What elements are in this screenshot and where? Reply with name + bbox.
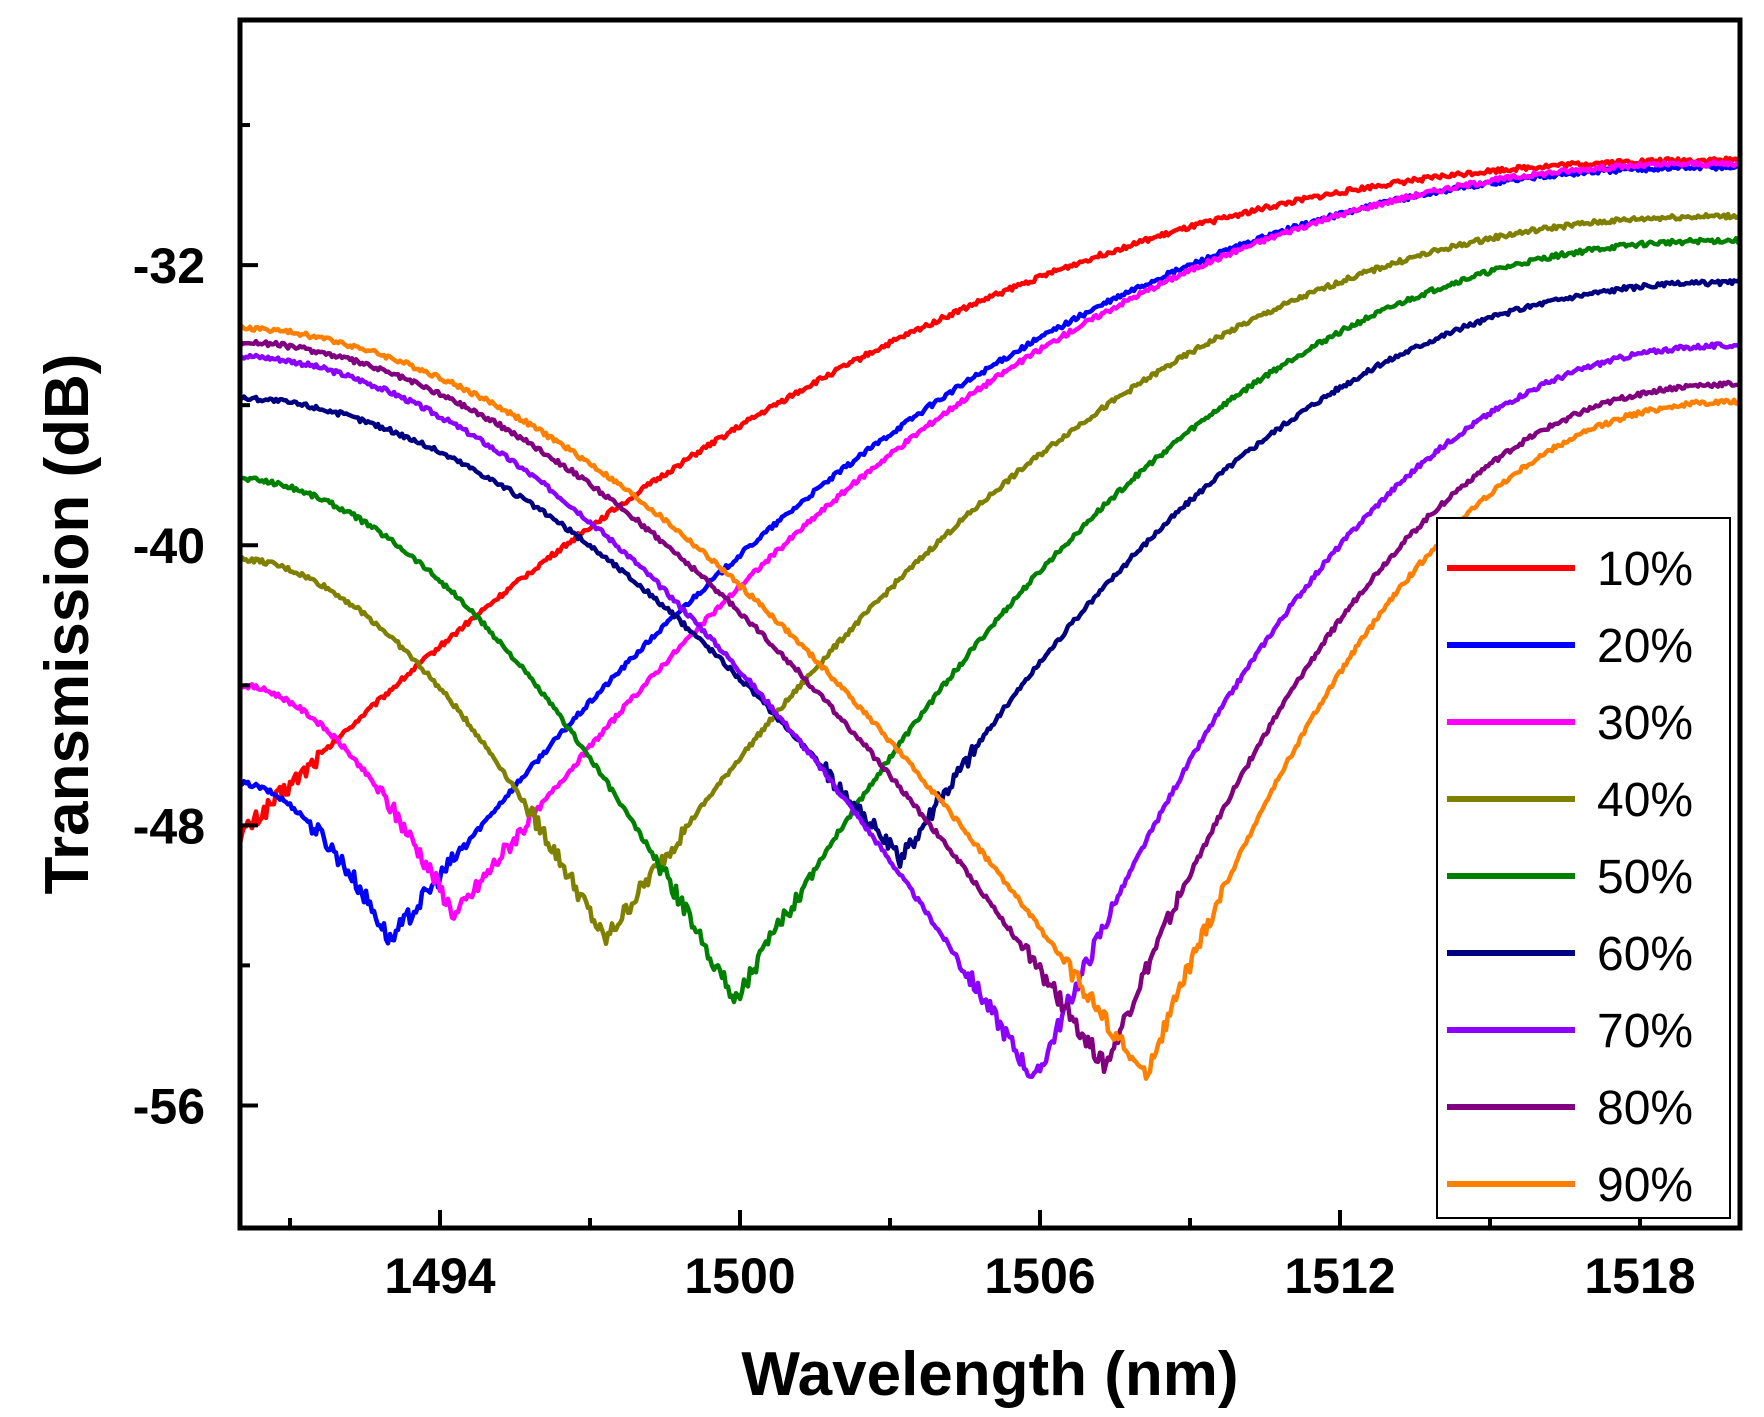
legend-label: 90% <box>1597 1159 1693 1212</box>
y-axis-title: Transmission (dB) <box>33 354 102 895</box>
legend-label: 80% <box>1597 1082 1693 1135</box>
y-tick-label: -40 <box>133 518 205 574</box>
legend: 10% 20% 30% 40% 50% 60% 70% 80% 90% <box>1436 517 1731 1219</box>
legend-label: 30% <box>1597 697 1693 750</box>
x-tick-label: 1512 <box>1284 1248 1395 1304</box>
y-tick-label: -48 <box>133 798 205 854</box>
legend-label: 60% <box>1597 928 1693 981</box>
x-tick-label: 1506 <box>984 1248 1095 1304</box>
series-line-50pct <box>238 236 1742 1005</box>
x-tick-label: 1518 <box>1584 1248 1695 1304</box>
legend-label: 20% <box>1597 620 1693 673</box>
x-axis-title: Wavelength (nm) <box>741 1340 1238 1409</box>
legend-box <box>1436 517 1731 1219</box>
x-tick-label: 1500 <box>684 1248 795 1304</box>
y-tick-label: -32 <box>133 238 205 294</box>
series-line-60pct <box>238 278 1741 869</box>
series-line-30pct <box>238 159 1741 921</box>
legend-label: 50% <box>1597 851 1693 904</box>
plot-frame <box>237 17 1743 1231</box>
series-line-70pct <box>238 341 1742 1079</box>
series-line-90pct <box>239 324 1742 1081</box>
series-line-10pct <box>237 155 1741 845</box>
y-tick-label: -56 <box>133 1078 205 1134</box>
series-layer <box>237 155 1742 1081</box>
legend-label: 70% <box>1597 1005 1693 1058</box>
legend-label: 10% <box>1597 543 1693 596</box>
ticks-layer: 1494 1500 1506 1512 1518 -32 -40 -48 -56 <box>133 123 1696 1304</box>
legend-label: 40% <box>1597 774 1693 827</box>
series-line-40pct <box>238 211 1742 947</box>
x-tick-label: 1494 <box>384 1248 495 1304</box>
series-line-80pct <box>237 338 1741 1075</box>
